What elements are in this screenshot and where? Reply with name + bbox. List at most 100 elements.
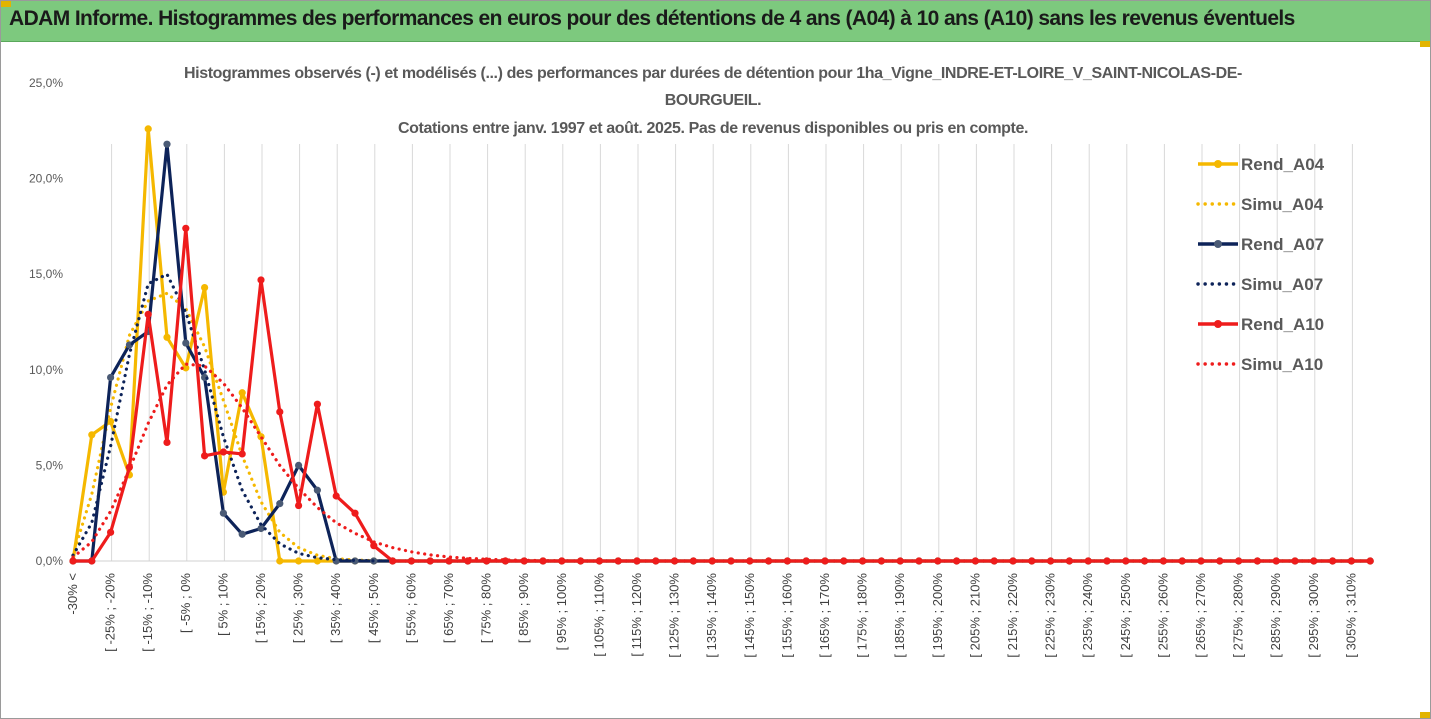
data-point <box>238 530 246 538</box>
legend-label: Simu_A07 <box>1241 275 1323 294</box>
data-point <box>276 557 284 565</box>
corner-marker <box>1420 41 1430 47</box>
series-simu-a10 <box>71 362 1372 563</box>
legend-item: Simu_A10 <box>1196 355 1323 374</box>
chart-title: Histogrammes observés (-) et modélisés (… <box>184 65 1242 137</box>
data-point <box>1047 557 1055 565</box>
data-point <box>276 500 284 508</box>
data-point <box>182 224 190 232</box>
data-point <box>201 283 209 292</box>
data-point <box>708 557 716 565</box>
chart-title-line: Histogrammes observés (-) et modélisés (… <box>184 65 1242 82</box>
data-point <box>163 333 171 341</box>
legend-marker <box>1214 240 1222 248</box>
data-point <box>182 364 190 372</box>
legend-label: Rend_A07 <box>1241 235 1324 254</box>
data-point <box>445 557 453 565</box>
x-tick-label: [ 225% ; 230% <box>1043 573 1058 658</box>
x-tick-label: [ 265% ; 270% <box>1193 573 1208 658</box>
x-tick-label: [ 135% ; 140% <box>704 573 719 658</box>
x-tick-label: [ 285% ; 290% <box>1268 573 1283 658</box>
y-tick-label: 15,0% <box>29 267 63 281</box>
data-point <box>1216 557 1224 565</box>
legend-label: Rend_A10 <box>1241 315 1324 334</box>
x-tick-label: [ 5% ; 10% <box>215 573 230 636</box>
x-tick-label: [ 185% ; 190% <box>892 573 907 658</box>
x-tick-label: [ 165% ; 170% <box>817 573 832 658</box>
corner-marker <box>1420 712 1430 718</box>
y-tick-label: 5,0% <box>36 458 64 472</box>
series-rend-a07 <box>69 140 1374 565</box>
series-line <box>73 226 1371 563</box>
x-tick-label: [ 35% ; 40% <box>328 573 343 644</box>
series-line <box>73 142 1371 563</box>
y-tick-label: 20,0% <box>29 172 63 186</box>
x-tick-label: [ 105% ; 110% <box>591 573 606 657</box>
x-tick-label: [ 295% ; 300% <box>1306 573 1321 658</box>
x-tick-label: [ 155% ; 160% <box>779 573 794 658</box>
x-tick-label: [ 125% ; 130% <box>667 573 682 658</box>
x-tick-label: [ 205% ; 210% <box>967 573 982 658</box>
data-point <box>238 450 246 458</box>
corner-marker <box>1 1 11 7</box>
x-tick-label: [ 55% ; 60% <box>403 573 418 644</box>
data-point <box>257 524 265 533</box>
x-tick-label: [ 145% ; 150% <box>742 573 757 658</box>
x-tick-label: [ 65% ; 70% <box>441 573 456 644</box>
data-point <box>389 557 397 565</box>
y-tick-label: 10,0% <box>29 363 63 377</box>
legend-item: Simu_A04 <box>1196 195 1324 214</box>
legend-marker <box>1214 160 1222 168</box>
legend-label: Simu_A04 <box>1241 195 1324 214</box>
header-banner: ADAM Informe. Histogrammes des performan… <box>1 1 1430 42</box>
data-point <box>840 557 848 565</box>
data-point <box>182 339 190 347</box>
data-point <box>295 501 303 510</box>
data-point <box>295 557 303 565</box>
data-point <box>69 557 77 565</box>
data-point <box>201 452 209 460</box>
data-point <box>1159 557 1167 565</box>
x-tick-label: [ 235% ; 240% <box>1080 573 1095 658</box>
series-line <box>71 127 1371 563</box>
data-point <box>1028 557 1036 565</box>
legend-item: Rend_A07 <box>1198 235 1324 254</box>
data-point <box>332 492 340 500</box>
gridlines <box>73 144 1371 562</box>
data-point <box>877 557 886 565</box>
data-point <box>219 509 227 517</box>
x-tick-label: [ 175% ; 180% <box>855 573 870 658</box>
x-tick-label: [ 95% ; 100% <box>554 573 569 651</box>
chart-title-line: BOURGUEIL. <box>665 92 761 109</box>
x-tick-label: [ 75% ; 80% <box>479 573 494 644</box>
legend-label: Simu_A10 <box>1241 355 1323 374</box>
data-point <box>88 557 96 565</box>
x-tick-label: [ -25% ; -20% <box>103 573 118 652</box>
x-tick-label: [ -5% ; 0% <box>178 573 193 633</box>
series-rend-a10 <box>69 224 1374 565</box>
y-tick-label: 0,0% <box>36 554 64 568</box>
data-point <box>313 486 321 494</box>
data-point <box>276 408 284 416</box>
data-point <box>107 528 115 536</box>
x-tick-label: [ 255% ; 260% <box>1155 573 1170 658</box>
series-line <box>71 362 1372 563</box>
data-point <box>689 557 698 565</box>
x-tick-label: [ 45% ; 50% <box>366 573 381 644</box>
data-point <box>351 509 359 517</box>
legend-label: Rend_A04 <box>1241 155 1325 174</box>
data-point <box>219 448 227 456</box>
data-point <box>652 557 660 565</box>
x-tick-label: [ 115% ; 120% <box>629 573 644 657</box>
x-tick-label: [ -15% ; -10% <box>140 573 155 652</box>
data-point <box>238 389 246 397</box>
data-point <box>1347 557 1355 565</box>
data-point <box>295 461 303 469</box>
legend-item: Rend_A04 <box>1198 155 1325 174</box>
data-point <box>107 373 115 382</box>
data-point <box>370 542 378 550</box>
data-point <box>163 438 171 447</box>
data-point <box>313 400 321 408</box>
x-tick-label: [ 85% ; 90% <box>516 573 531 644</box>
